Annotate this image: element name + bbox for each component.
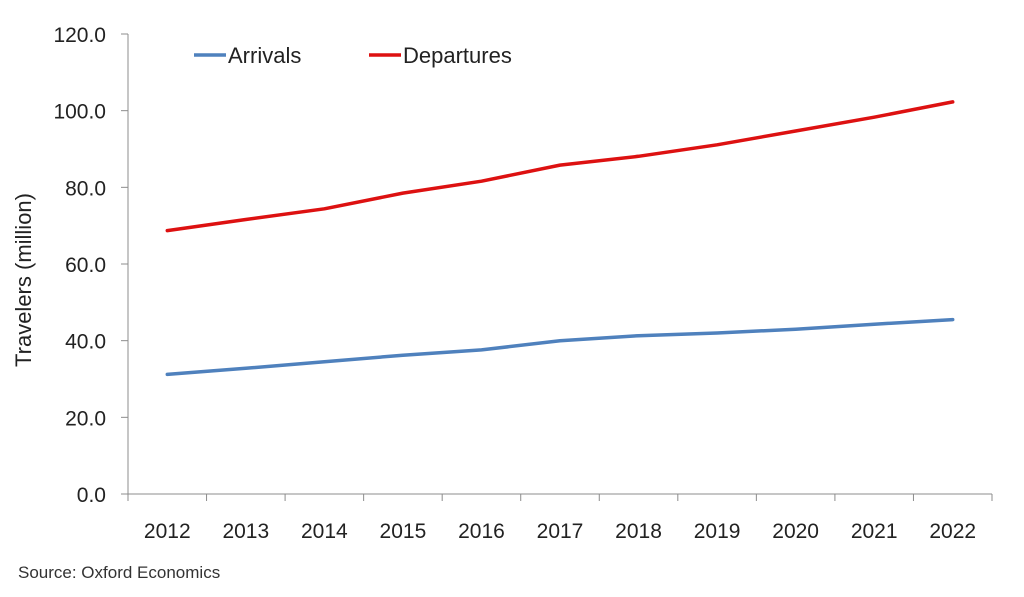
- x-tick-label: 2012: [144, 520, 191, 543]
- y-tick-label: 20.0: [65, 407, 106, 430]
- x-tick-label: 2018: [615, 520, 662, 543]
- legend-label-departures: Departures: [403, 43, 512, 68]
- x-tick-label: 2020: [772, 520, 819, 543]
- series-lines: [165, 100, 955, 377]
- legend: Arrivals Departures: [194, 43, 512, 68]
- y-axis-title: Travelers (million): [11, 193, 36, 367]
- x-tick-labels: 2012 2013 2014 2015 2016 2017 2018 2019 2020 2021…: [144, 520, 976, 543]
- y-tick-label: 100.0: [53, 101, 106, 124]
- legend-label-arrivals: Arrivals: [228, 43, 301, 68]
- x-tick-label: 2022: [929, 520, 976, 543]
- axes: [121, 33, 993, 501]
- y-tick-labels: 0.0 20.0 40.0 60.0 80.0 100.0 120.0: [53, 24, 106, 507]
- y-tick-label: 60.0: [65, 254, 106, 277]
- y-tick-label: 80.0: [65, 177, 106, 200]
- x-tick-label: 2013: [222, 520, 269, 543]
- x-tick-label: 2021: [851, 520, 898, 543]
- source-note: Source: Oxford Economics: [18, 563, 221, 582]
- x-tick-label: 2014: [301, 520, 348, 543]
- y-tick-label: 40.0: [65, 331, 106, 354]
- x-tick-label: 2016: [458, 520, 505, 543]
- series-line-departures: [165, 100, 955, 233]
- y-tick-label: 0.0: [77, 484, 106, 507]
- y-tick-label: 120.0: [53, 24, 106, 47]
- x-tick-label: 2015: [380, 520, 427, 543]
- series-line-arrivals: [165, 317, 955, 377]
- x-tick-label: 2019: [694, 520, 741, 543]
- x-tick-label: 2017: [537, 520, 584, 543]
